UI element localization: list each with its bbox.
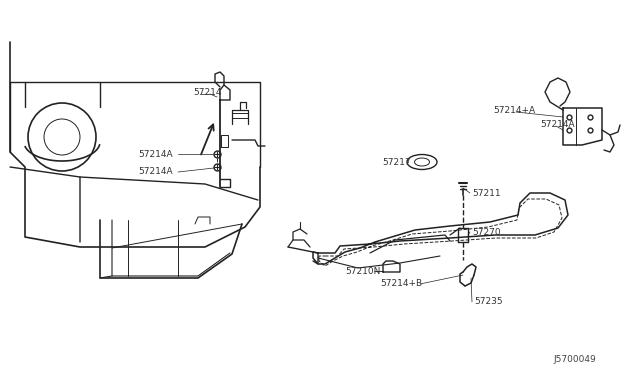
Text: J5700049: J5700049 bbox=[553, 356, 596, 365]
Text: 57214A: 57214A bbox=[138, 150, 173, 158]
Text: 57217: 57217 bbox=[382, 157, 411, 167]
Text: 57211: 57211 bbox=[472, 189, 500, 198]
Text: 57210N: 57210N bbox=[345, 266, 380, 276]
Text: 57214: 57214 bbox=[193, 87, 221, 96]
Text: 57214+B: 57214+B bbox=[380, 279, 422, 289]
Text: 57270: 57270 bbox=[472, 228, 500, 237]
Text: 57214A: 57214A bbox=[540, 119, 575, 128]
Text: 57235: 57235 bbox=[474, 298, 502, 307]
Text: 57214+A: 57214+A bbox=[493, 106, 535, 115]
Text: 57214A: 57214A bbox=[138, 167, 173, 176]
